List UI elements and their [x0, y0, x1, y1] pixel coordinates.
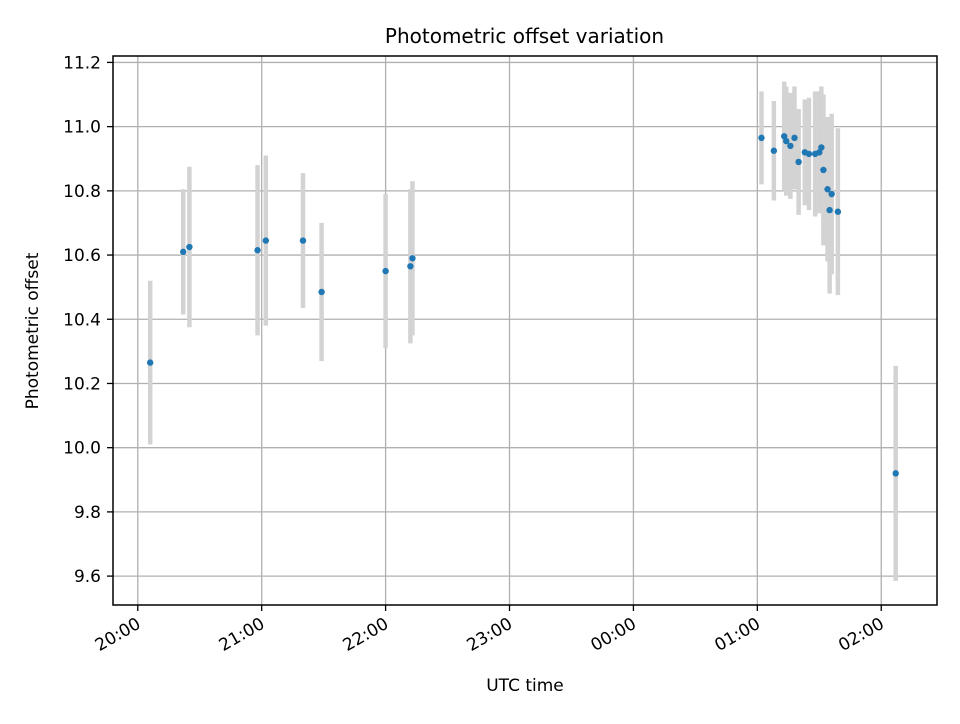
y-tick-label: 10.0	[63, 439, 101, 459]
data-point	[262, 237, 270, 244]
y-tick-label: 10.4	[63, 310, 101, 330]
data-point	[826, 206, 833, 214]
x-axis-label: UTC time	[486, 676, 564, 696]
data-point	[318, 288, 325, 296]
y-tick-label: 11.0	[63, 118, 101, 138]
grid-layer	[113, 56, 937, 605]
marker-layer	[146, 133, 899, 477]
data-point	[818, 144, 825, 151]
y-tick-label: 11.2	[63, 53, 101, 73]
data-point	[299, 237, 307, 244]
y-tick-label: 10.2	[63, 374, 101, 394]
plot-frame	[112, 55, 938, 606]
data-point	[783, 137, 790, 145]
data-point	[770, 147, 778, 154]
data-point	[780, 133, 788, 140]
data-point	[791, 134, 798, 142]
data-point	[382, 267, 389, 275]
y-tick-label: 9.8	[74, 503, 101, 523]
data-point	[146, 359, 154, 366]
y-axis-label: Photometric offset	[23, 252, 43, 409]
data-point	[407, 263, 414, 270]
data-point	[824, 186, 831, 193]
data-point	[254, 247, 261, 254]
data-point	[758, 134, 765, 142]
data-point	[787, 142, 794, 150]
y-tick-label: 10.6	[63, 246, 101, 266]
data-point	[180, 248, 187, 256]
data-point	[795, 158, 802, 166]
data-point	[409, 255, 416, 262]
data-point	[834, 208, 842, 215]
data-point	[186, 243, 193, 251]
y-tick-label: 10.8	[63, 182, 101, 202]
data-point	[828, 190, 835, 198]
y-tick-label: 9.6	[74, 567, 101, 587]
data-point	[820, 166, 827, 174]
data-point	[892, 470, 899, 477]
data-point	[805, 150, 813, 158]
data-point	[816, 149, 823, 156]
chart-title: Photometric offset variation	[385, 24, 664, 48]
